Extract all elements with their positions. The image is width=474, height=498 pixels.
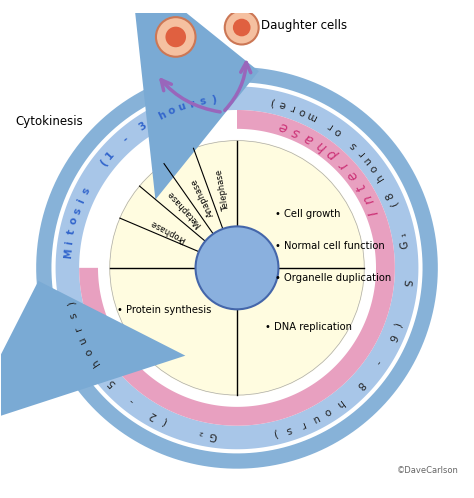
Polygon shape xyxy=(55,87,419,449)
Text: i: i xyxy=(76,197,87,204)
Text: I: I xyxy=(367,208,382,217)
Text: (: ( xyxy=(389,201,400,208)
Text: u: u xyxy=(310,412,320,424)
Text: • DNA replication: • DNA replication xyxy=(265,322,352,332)
Text: e: e xyxy=(345,167,361,183)
Text: h: h xyxy=(314,137,329,154)
Text: ): ) xyxy=(272,428,278,438)
Text: ): ) xyxy=(269,97,275,107)
Text: s: s xyxy=(72,206,83,215)
Text: h: h xyxy=(90,357,102,368)
Text: o: o xyxy=(322,405,333,417)
Text: • Organelle duplication: • Organelle duplication xyxy=(275,273,391,283)
Circle shape xyxy=(225,10,259,44)
Text: m: m xyxy=(305,109,318,122)
Text: • Cell growth: • Cell growth xyxy=(275,209,340,219)
Text: o: o xyxy=(166,105,177,118)
Text: t: t xyxy=(66,228,77,235)
Text: r: r xyxy=(298,419,306,430)
Text: o: o xyxy=(68,216,80,226)
Polygon shape xyxy=(79,110,395,426)
Text: M: M xyxy=(63,248,73,258)
Circle shape xyxy=(165,27,186,47)
Text: (: ( xyxy=(98,158,109,168)
Text: Prophase: Prophase xyxy=(148,218,187,244)
Text: -: - xyxy=(121,134,131,145)
Text: 2: 2 xyxy=(147,409,158,421)
Text: o: o xyxy=(83,346,95,357)
Text: s: s xyxy=(199,96,207,107)
Text: s: s xyxy=(69,312,80,320)
Text: e: e xyxy=(278,99,287,110)
Text: r: r xyxy=(188,99,196,110)
Text: 8: 8 xyxy=(384,190,396,200)
Text: s: s xyxy=(80,186,91,196)
Text: • Protein synthesis: • Protein synthesis xyxy=(117,305,211,315)
Text: G: G xyxy=(209,430,218,441)
Text: o: o xyxy=(297,105,307,117)
Text: h: h xyxy=(374,171,386,182)
Text: h: h xyxy=(156,110,167,122)
Text: 6: 6 xyxy=(386,332,398,343)
Text: s: s xyxy=(290,124,302,139)
Circle shape xyxy=(110,140,364,395)
Text: (: ( xyxy=(392,321,402,328)
Text: • Normal cell function: • Normal cell function xyxy=(275,241,384,250)
Text: h: h xyxy=(333,397,345,409)
Text: 3: 3 xyxy=(137,121,149,133)
Text: n: n xyxy=(360,192,377,206)
Circle shape xyxy=(233,19,251,36)
Text: e: e xyxy=(277,119,289,134)
Text: Cytokinesis: Cytokinesis xyxy=(16,115,83,128)
Text: ): ) xyxy=(210,95,217,105)
Text: i: i xyxy=(64,240,74,245)
Text: r: r xyxy=(325,120,334,131)
Polygon shape xyxy=(0,281,185,428)
Text: u: u xyxy=(177,102,187,114)
Text: ): ) xyxy=(66,300,76,306)
Text: o: o xyxy=(332,125,344,137)
Text: -: - xyxy=(373,358,383,367)
Text: Daughter cells: Daughter cells xyxy=(261,18,346,32)
Polygon shape xyxy=(130,0,259,200)
Text: p: p xyxy=(325,146,341,163)
Text: -: - xyxy=(127,395,136,405)
Text: 1: 1 xyxy=(104,149,117,161)
Text: u: u xyxy=(77,335,89,345)
Text: Metaphase: Metaphase xyxy=(165,189,203,230)
Text: o: o xyxy=(368,163,380,174)
Text: t: t xyxy=(354,181,369,193)
Text: ₂: ₂ xyxy=(198,428,204,439)
Text: (: ( xyxy=(160,416,168,426)
Circle shape xyxy=(196,227,278,309)
Text: Telephase: Telephase xyxy=(215,169,231,212)
Text: 5: 5 xyxy=(106,377,118,388)
Text: G: G xyxy=(400,240,410,249)
Text: r: r xyxy=(289,102,296,113)
Text: u: u xyxy=(362,154,374,166)
Text: 8: 8 xyxy=(355,378,366,390)
Text: r: r xyxy=(73,324,84,332)
Text: Anaphase: Anaphase xyxy=(189,176,216,218)
Text: ₁: ₁ xyxy=(398,231,409,237)
Text: ©DaveCarlson: ©DaveCarlson xyxy=(397,466,458,475)
Text: r: r xyxy=(356,147,366,157)
Text: a: a xyxy=(302,130,316,146)
Text: s: s xyxy=(285,424,293,435)
Text: r: r xyxy=(337,157,350,171)
Text: s: s xyxy=(348,139,359,150)
Circle shape xyxy=(156,17,196,57)
Text: S: S xyxy=(401,279,411,286)
